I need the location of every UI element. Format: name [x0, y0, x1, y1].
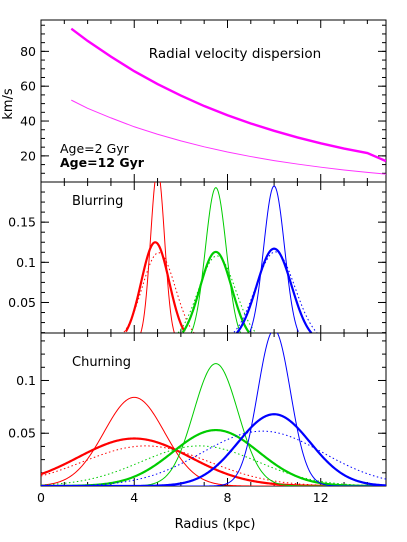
y-tick-label: 0.05	[8, 295, 36, 310]
curve-thick-4	[181, 250, 250, 333]
y-tick-label: 20	[20, 148, 36, 163]
curve-dotted-2	[123, 252, 195, 333]
curve-thick-7	[235, 247, 313, 333]
y-tick-label: 0.05	[8, 426, 36, 441]
legend-age-2gyr: Age=2 Gyr	[60, 141, 130, 156]
velocity-y-axis-label: km/s	[1, 88, 16, 120]
curve-thick-7	[41, 413, 386, 486]
curve-dotted-8	[41, 430, 386, 486]
y-tick-label: 0.1	[16, 373, 36, 388]
y-tick-label: 60	[20, 79, 36, 94]
velocity-panel-title: Radial velocity dispersion	[149, 46, 321, 62]
x-tick-label: 8	[224, 490, 232, 505]
x-tick-label: 12	[313, 490, 329, 505]
x-tick-label: 0	[37, 490, 45, 505]
curve-dotted-2	[41, 445, 386, 486]
y-tick-label: 40	[20, 114, 36, 129]
curve-thin-6	[249, 185, 299, 332]
churning-panel-title: Churning	[72, 355, 131, 370]
curve-thin-0	[41, 396, 386, 486]
curve-dotted-8	[233, 251, 318, 333]
curve-line-0	[71, 99, 386, 175]
curve-thick-1	[124, 241, 186, 333]
y-tick-label: 0.15	[8, 215, 36, 230]
curve-thin-0	[140, 182, 175, 333]
curve-thin-3	[41, 363, 386, 486]
churning-panel: 0.05 0.1 0 4 8 12	[8, 332, 387, 505]
y-tick-label: 0.1	[16, 255, 36, 270]
blurring-panel-title: Blurring	[72, 194, 123, 209]
x-axis-label: Radius (kpc)	[175, 517, 256, 532]
curve-thin-6	[41, 333, 386, 486]
curve-thin-3	[190, 187, 242, 333]
x-tick-label: 4	[130, 490, 138, 505]
legend-age-12gyr: Age=12 Gyr	[60, 155, 145, 170]
y-tick-label: 80	[20, 44, 36, 59]
blurring-panel: 0.05 0.1 0.15	[8, 181, 387, 334]
curve-thick-4	[41, 428, 386, 486]
curve-line-1	[70, 27, 386, 163]
